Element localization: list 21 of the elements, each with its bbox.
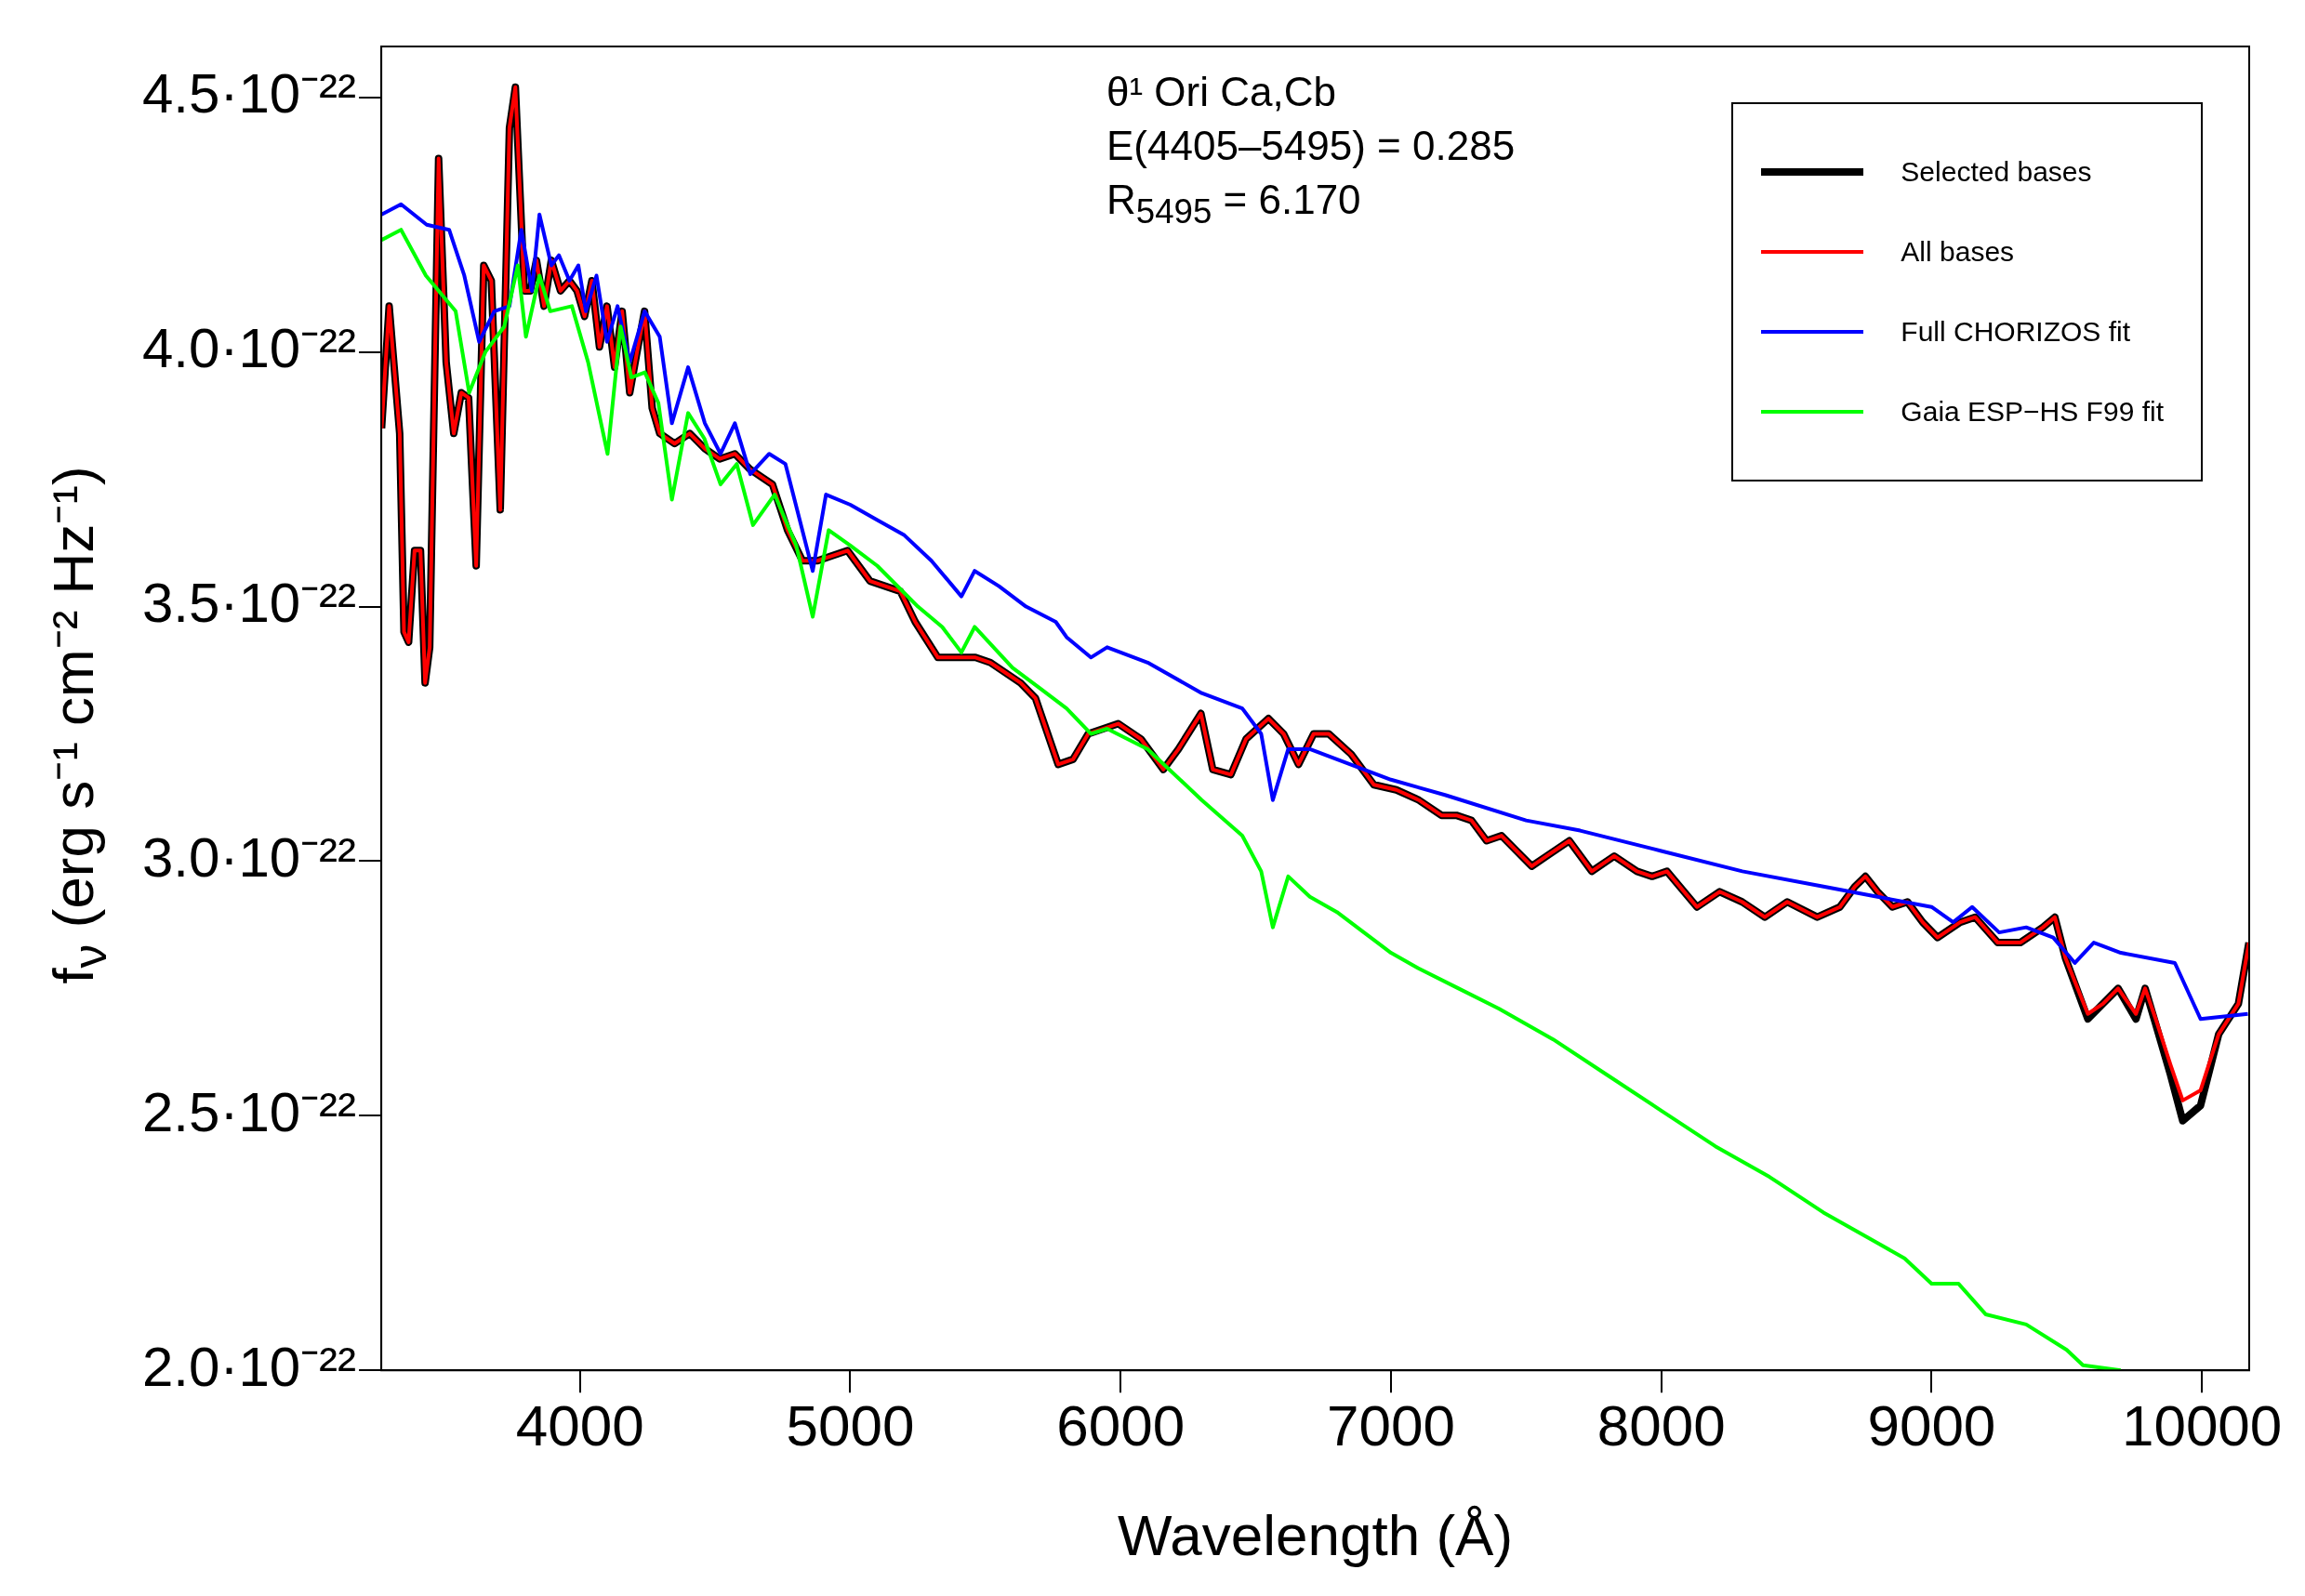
x-tick-label: 4000 [515,1393,644,1458]
annotation: R$_{5495}$ = 6.170 [1106,176,1362,232]
y-tick-label: 2.5·10⁻²² [141,1080,357,1143]
legend-label: Full CHORIZOS fit [1901,316,2131,348]
x-tick-label: 7000 [1326,1393,1455,1458]
x-tick-label: 9000 [1867,1393,1996,1458]
legend-label: Selected bases [1901,156,2092,188]
y-tick-label: 4.5·10⁻²² [141,62,357,125]
y-tick-label: 2.0·10⁻²² [141,1335,357,1398]
legend-label: All bases [1901,236,2015,268]
y-tick-label: 3.0·10⁻²² [141,825,357,889]
x-axis-title: Wavelength (Å) [1118,1502,1514,1567]
legend-label: Gaia ESP−HS F99 fit [1901,396,2164,428]
x-tick-label: 5000 [786,1393,915,1458]
x-tick-label: 8000 [1596,1393,1726,1458]
x-tick-label: 6000 [1056,1393,1186,1458]
annotation: θ¹ Ori Ca,Cb [1106,68,1337,116]
x-tick-label: 10000 [2121,1393,2283,1458]
y-tick-label: 4.0·10⁻²² [141,317,357,380]
annotation: E(4405–5495) = 0.285 [1106,122,1516,170]
y-tick-label: 3.5·10⁻²² [141,572,357,635]
